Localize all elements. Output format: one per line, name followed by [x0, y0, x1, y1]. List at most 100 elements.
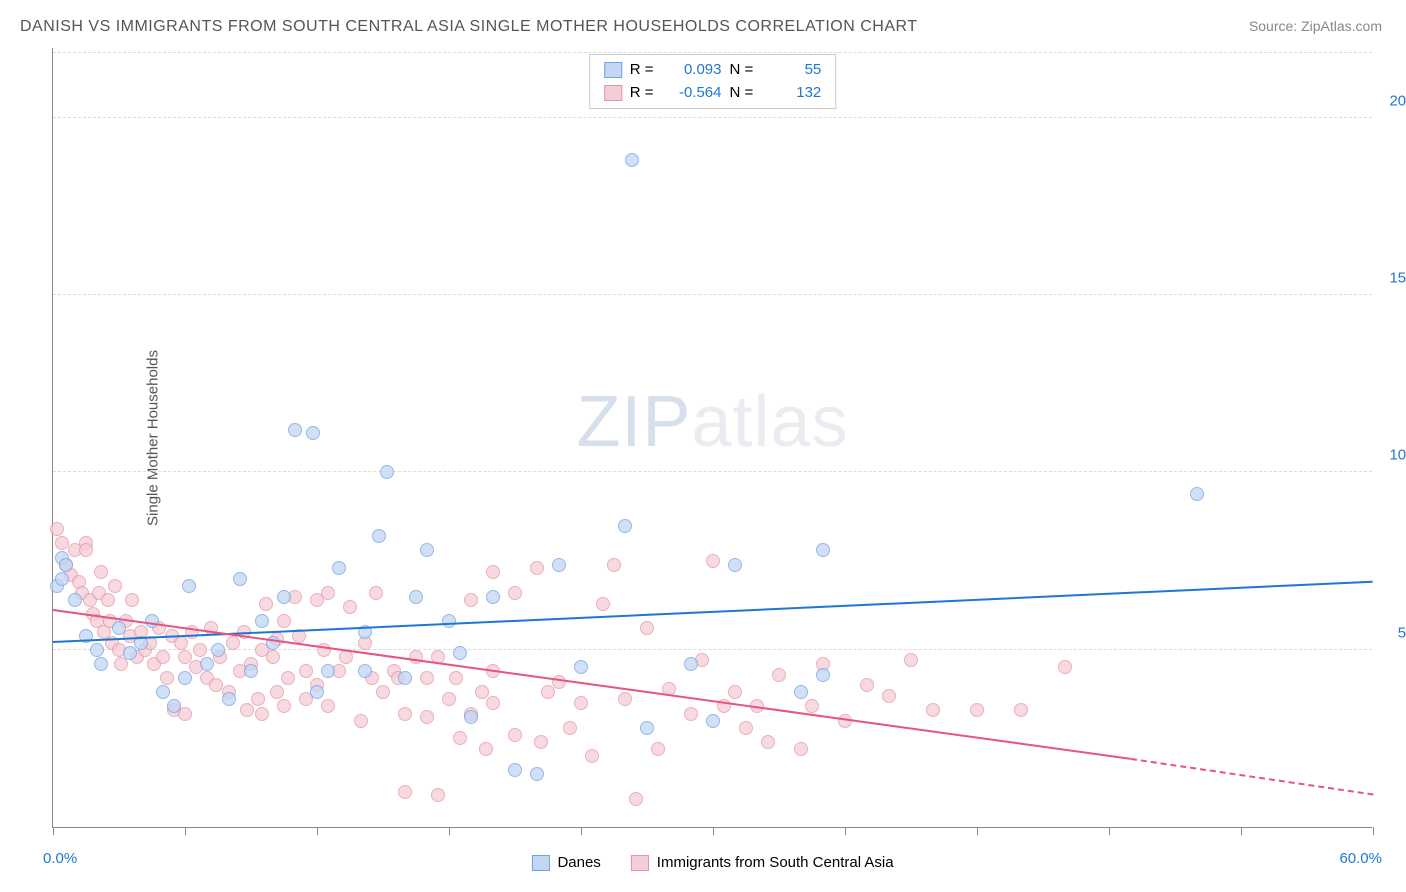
y-tick-label: 15.0% [1377, 270, 1406, 287]
scatter-point-pink [618, 692, 632, 706]
scatter-point-pink [160, 671, 174, 685]
scatter-point-pink [226, 636, 240, 650]
scatter-point-pink [321, 586, 335, 600]
scatter-point-pink [541, 685, 555, 699]
scatter-point-blue [200, 657, 214, 671]
legend-item-immigrants: Immigrants from South Central Asia [631, 854, 894, 871]
x-tick [53, 827, 54, 835]
scatter-point-pink [904, 653, 918, 667]
scatter-point-blue [409, 590, 423, 604]
scatter-point-pink [398, 707, 412, 721]
legend-series: Danes Immigrants from South Central Asia [531, 854, 893, 871]
x-axis-max-label: 60.0% [1339, 850, 1382, 867]
scatter-point-blue [380, 465, 394, 479]
scatter-point-pink [1014, 703, 1028, 717]
scatter-point-pink [55, 536, 69, 550]
scatter-point-blue [255, 614, 269, 628]
plot-area: Single Mother Households ZIPatlas R = 0.… [52, 48, 1372, 828]
scatter-point-blue [442, 614, 456, 628]
scatter-point-pink [882, 689, 896, 703]
scatter-point-pink [266, 650, 280, 664]
r-value-pink: -0.564 [662, 82, 722, 105]
scatter-point-pink [1058, 660, 1072, 674]
scatter-point-blue [55, 572, 69, 586]
scatter-point-blue [420, 543, 434, 557]
scatter-point-pink [772, 668, 786, 682]
scatter-point-blue [156, 685, 170, 699]
scatter-point-pink [277, 614, 291, 628]
scatter-point-pink [574, 696, 588, 710]
scatter-point-blue [574, 660, 588, 674]
scatter-point-blue [464, 710, 478, 724]
scatter-point-pink [640, 621, 654, 635]
scatter-point-pink [508, 728, 522, 742]
n-label: N = [730, 82, 754, 105]
scatter-point-pink [442, 692, 456, 706]
scatter-point-blue [288, 423, 302, 437]
legend-item-danes: Danes [531, 854, 600, 871]
scatter-point-pink [94, 565, 108, 579]
scatter-point-pink [299, 664, 313, 678]
scatter-point-blue [552, 558, 566, 572]
scatter-point-pink [251, 692, 265, 706]
scatter-point-blue [625, 153, 639, 167]
x-tick [977, 827, 978, 835]
scatter-point-pink [174, 636, 188, 650]
scatter-point-blue [90, 643, 104, 657]
y-tick-label: 20.0% [1377, 92, 1406, 109]
watermark-atlas: atlas [691, 382, 848, 462]
scatter-point-blue [372, 529, 386, 543]
scatter-point-pink [125, 593, 139, 607]
r-label: R = [630, 82, 654, 105]
r-label: R = [630, 59, 654, 82]
y-tick-label: 5.0% [1377, 624, 1406, 641]
scatter-point-blue [794, 685, 808, 699]
x-tick [185, 827, 186, 835]
n-value-blue: 55 [761, 59, 821, 82]
y-tick-label: 10.0% [1377, 447, 1406, 464]
gridline [53, 649, 1372, 650]
scatter-point-blue [211, 643, 225, 657]
x-tick [845, 827, 846, 835]
scatter-point-blue [358, 664, 372, 678]
chart-title: DANISH VS IMMIGRANTS FROM SOUTH CENTRAL … [20, 18, 918, 36]
trend-line [1131, 758, 1373, 795]
scatter-point-pink [596, 597, 610, 611]
scatter-point-pink [420, 710, 434, 724]
y-axis-label: Single Mother Households [144, 350, 161, 526]
scatter-point-pink [354, 714, 368, 728]
scatter-point-blue [530, 767, 544, 781]
scatter-point-blue [816, 668, 830, 682]
swatch-blue-icon [531, 855, 549, 871]
scatter-point-pink [259, 597, 273, 611]
scatter-point-pink [486, 565, 500, 579]
scatter-point-blue [321, 664, 335, 678]
scatter-point-blue [1190, 487, 1204, 501]
x-tick [449, 827, 450, 835]
scatter-point-blue [182, 579, 196, 593]
scatter-point-pink [193, 643, 207, 657]
scatter-point-blue [310, 685, 324, 699]
scatter-point-blue [123, 646, 137, 660]
scatter-point-blue [94, 657, 108, 671]
scatter-point-pink [651, 742, 665, 756]
x-tick [1109, 827, 1110, 835]
scatter-point-pink [255, 707, 269, 721]
scatter-point-pink [860, 678, 874, 692]
x-tick [581, 827, 582, 835]
legend-stats-row-blue: R = 0.093 N = 55 [604, 59, 822, 82]
scatter-point-blue [68, 593, 82, 607]
scatter-point-pink [420, 671, 434, 685]
scatter-point-blue [277, 590, 291, 604]
scatter-point-pink [761, 735, 775, 749]
scatter-point-pink [376, 685, 390, 699]
scatter-point-pink [728, 685, 742, 699]
watermark: ZIPatlas [576, 381, 848, 463]
scatter-point-pink [343, 600, 357, 614]
scatter-point-blue [332, 561, 346, 575]
source-label: Source: ZipAtlas.com [1249, 18, 1382, 34]
scatter-point-pink [534, 735, 548, 749]
scatter-point-blue [816, 543, 830, 557]
scatter-point-pink [431, 788, 445, 802]
scatter-point-pink [805, 699, 819, 713]
